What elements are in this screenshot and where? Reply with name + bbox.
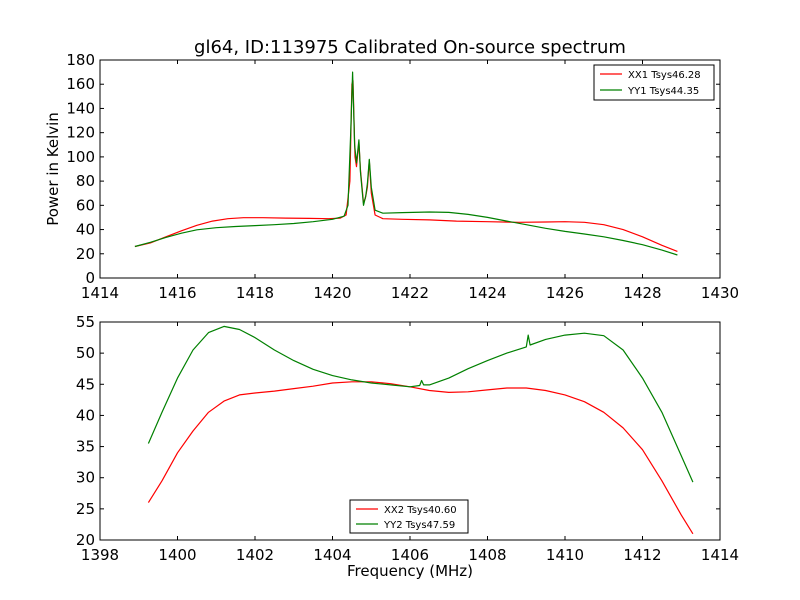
bottom-legend: XX2 Tsys40.60 YY2 Tsys47.59: [349, 499, 469, 534]
top-y-tick-label: 100: [66, 148, 95, 166]
bottom-x-tick-label: 1408: [468, 546, 506, 564]
bottom-panel: 1398 1400 1402 1404 1406 1408 1410 1412 1414 20 25…: [76, 313, 739, 580]
top-series-line-yy1: [134, 71, 678, 256]
top-y-tick-label: 180: [66, 51, 95, 69]
bottom-series-line-yy2: [147, 325, 694, 483]
top-legend-box: [593, 64, 715, 101]
top-x-tick-label: 1428: [623, 284, 661, 302]
bottom-y-tick-label: 25: [76, 500, 95, 518]
bottom-legend-label-yy2: YY2 Tsys47.59: [383, 520, 455, 531]
bottom-x-tick-label: 1402: [236, 546, 274, 564]
bottom-y-tick-label: 20: [76, 531, 95, 549]
top-legend: XX1 Tsys46.28 YY1 Tsys44.35: [593, 64, 715, 101]
bottom-x-tick-label: 1400: [158, 546, 196, 564]
top-y-tick-label: 120: [66, 124, 95, 142]
bottom-x-tick-label: 1406: [391, 546, 429, 564]
top-x-tick-label: 1424: [468, 284, 506, 302]
top-series-lines: [134, 71, 678, 256]
top-y-tick-label: 80: [76, 172, 95, 190]
bottom-y-tick-label: 30: [76, 469, 95, 487]
top-y-tick-label: 60: [76, 196, 95, 214]
top-y-tick-label: 160: [66, 75, 95, 93]
top-x-tick-label: 1430: [701, 284, 739, 302]
top-x-tick-label: 1426: [546, 284, 584, 302]
top-panel: 1414 1416 1418 1420 1422 1424 1426 1428 1430 0 20 4…: [44, 51, 739, 302]
bottom-series-lines: [147, 325, 694, 535]
top-y-tick-label: 0: [85, 269, 95, 287]
bottom-legend-box: [349, 499, 469, 534]
top-y-tick-label: 140: [66, 99, 95, 117]
bottom-legend-label-xx2: XX2 Tsys40.60: [384, 505, 457, 516]
bottom-x-tick-label: 1410: [546, 546, 584, 564]
top-x-tick-label: 1422: [391, 284, 429, 302]
x-axis-label: Frequency (MHz): [347, 562, 473, 580]
top-x-tick-label: 1418: [236, 284, 274, 302]
bottom-x-tick-label: 1414: [701, 546, 739, 564]
bottom-y-tick-label: 45: [76, 375, 95, 393]
bottom-y-tick-label: 55: [76, 313, 95, 331]
top-legend-label-xx1: XX1 Tsys46.28: [628, 70, 701, 81]
bottom-y-tick-label: 40: [76, 406, 95, 424]
top-y-axis-label: Power in Kelvin: [44, 112, 62, 226]
top-x-tick-label: 1414: [81, 284, 119, 302]
top-axis-ticks: 1414 1416 1418 1420 1422 1424 1426 1428 1430 0 20 4…: [66, 51, 739, 302]
bottom-x-tick-label: 1412: [623, 546, 661, 564]
top-y-tick-label: 40: [76, 221, 95, 239]
bottom-x-tick-label: 1404: [313, 546, 351, 564]
bottom-y-tick-label: 35: [76, 438, 95, 456]
bottom-axis-ticks: 1398 1400 1402 1404 1406 1408 1410 1412 1414 20 25…: [76, 313, 739, 564]
top-x-tick-label: 1420: [313, 284, 351, 302]
bottom-y-tick-label: 50: [76, 344, 95, 362]
bottom-x-tick-label: 1398: [81, 546, 119, 564]
chart-title: gl64, ID:113975 Calibrated On-source spe…: [194, 37, 626, 58]
top-x-tick-label: 1416: [158, 284, 196, 302]
top-legend-label-yy1: YY1 Tsys44.35: [627, 86, 699, 97]
top-y-tick-label: 20: [76, 245, 95, 263]
